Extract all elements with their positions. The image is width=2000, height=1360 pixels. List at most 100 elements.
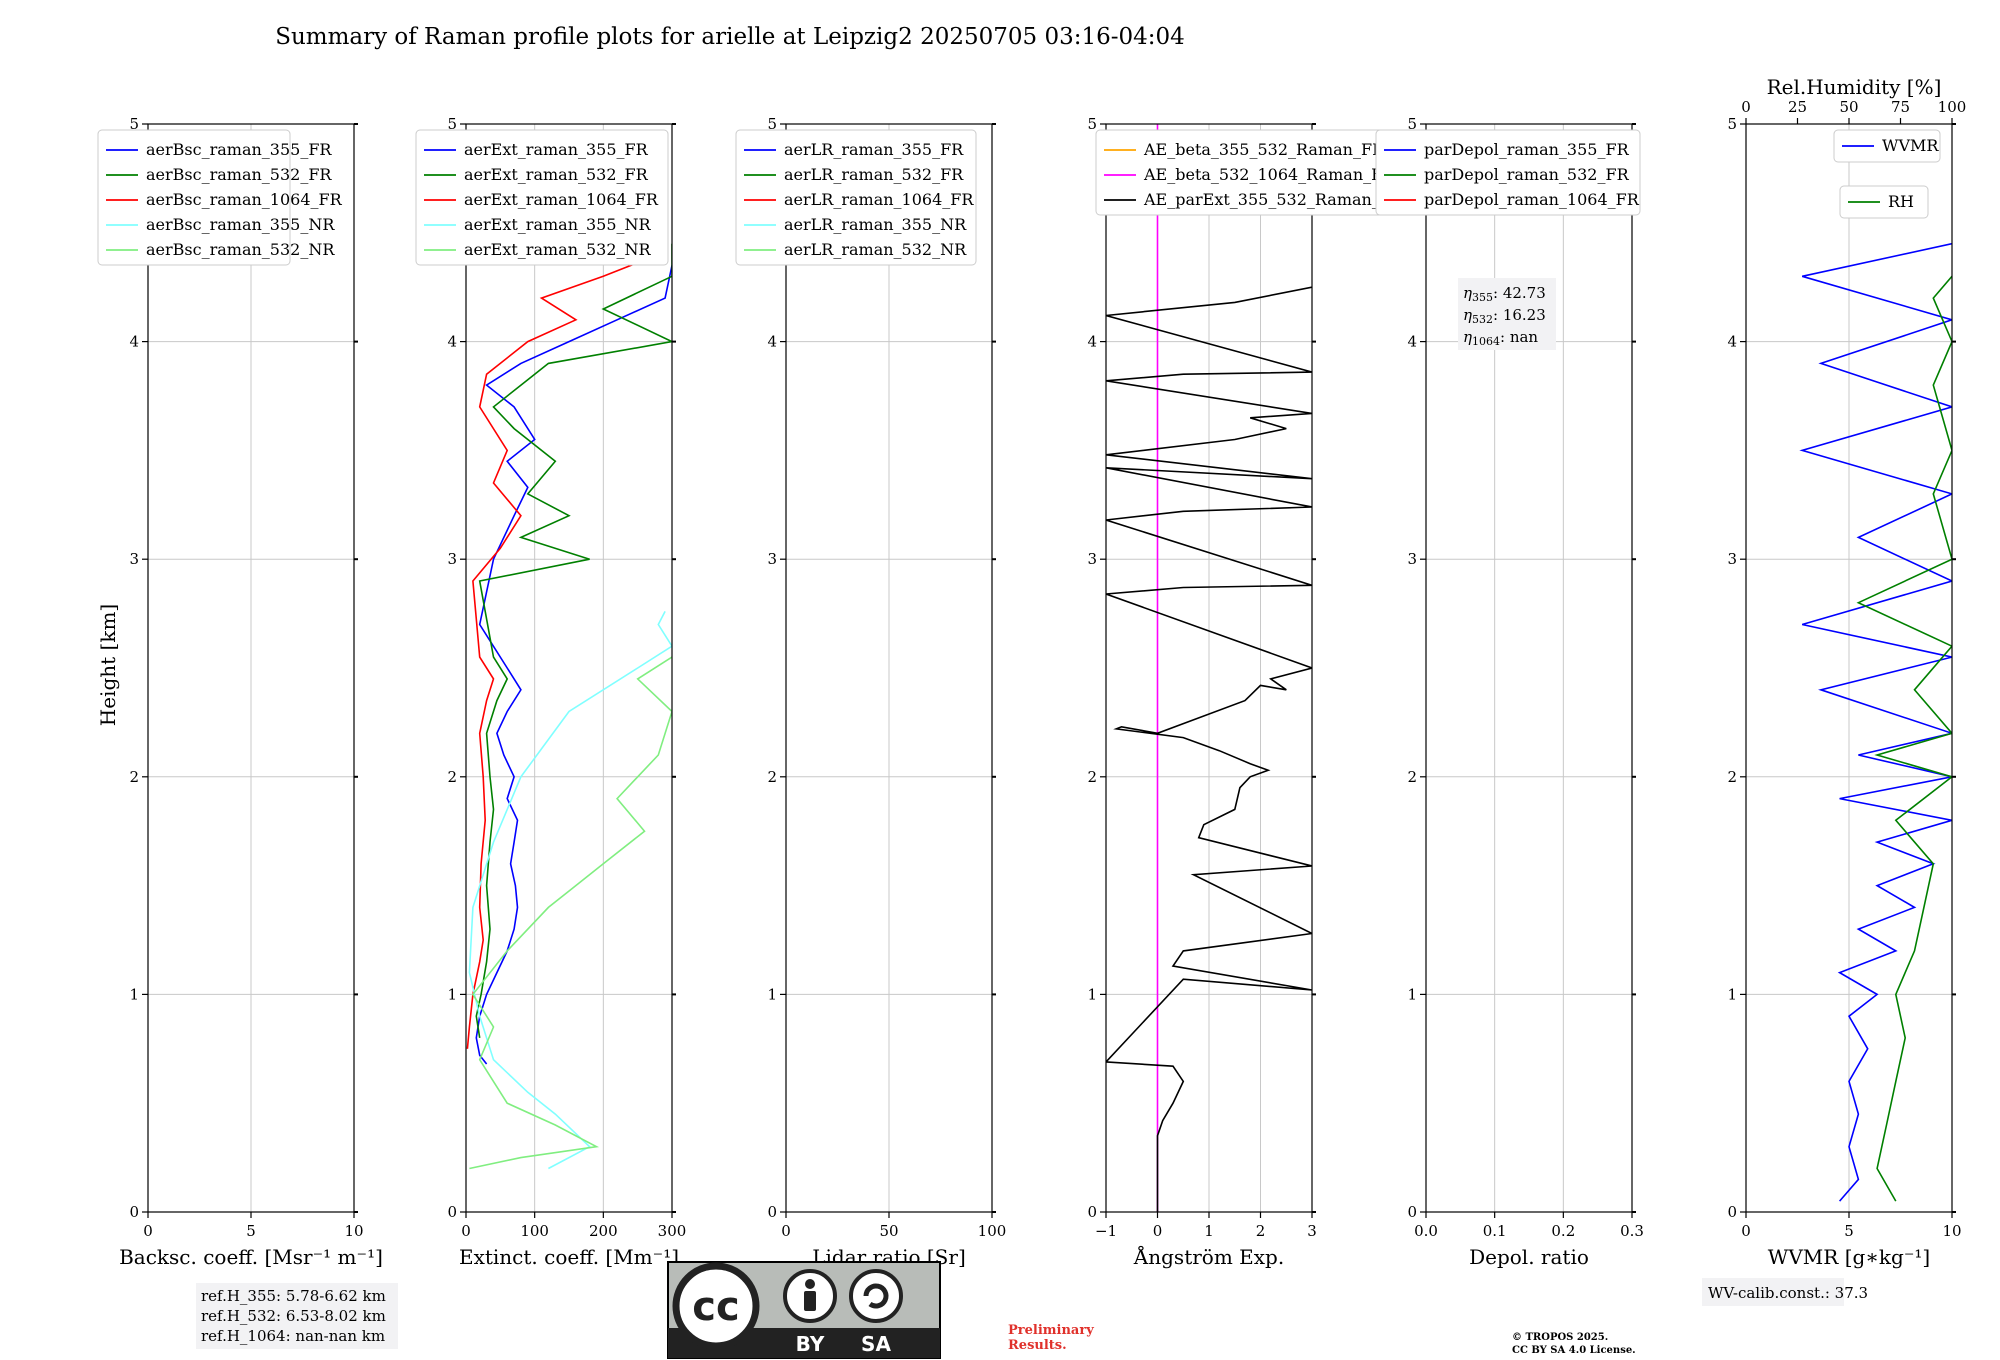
y-axis-label: Height [km] (96, 604, 120, 726)
legend-label: aerLR_raman_1064_FR (784, 190, 974, 209)
legend-box (1375, 129, 1641, 216)
y-tick-label: 2 (129, 768, 139, 786)
y-tick-label: 3 (767, 550, 777, 568)
legend-label: aerBsc_raman_355_NR (146, 215, 335, 234)
x-tick-label: 0 (143, 1222, 153, 1240)
legend: parDepol_raman_355_FR parDepol_raman_532_… (1375, 129, 1641, 216)
y-tick-label: 0 (1087, 1203, 1097, 1221)
y-tick-label: 3 (1407, 550, 1417, 568)
x-axis-label: Ångström Exp. (1133, 1244, 1284, 1269)
legend-label: aerBsc_raman_532_NR (146, 240, 335, 259)
legend-box (97, 129, 291, 266)
y-tick-label: 0 (767, 1203, 777, 1221)
legend-label: parDepol_raman_355_FR (1424, 140, 1630, 159)
by-person-head (805, 1279, 815, 1289)
wv-calib-bg (1702, 1278, 1844, 1306)
legend-box (1839, 185, 1929, 219)
y-tick-label: 4 (1727, 333, 1737, 351)
legend-label: AE_parExt_355_532_Raman_FR (1143, 190, 1404, 209)
cc-text: cc (692, 1284, 739, 1330)
legend-label: aerBsc_raman_355_FR (146, 140, 332, 159)
top-x-tick-label: 0 (1741, 98, 1751, 116)
y-tick-label: 4 (129, 333, 139, 351)
eta-value-355: η355: 42.73 (1463, 284, 1546, 304)
legend-box (415, 129, 669, 266)
y-tick-label: 5 (1727, 115, 1737, 133)
y-tick-label: 2 (767, 768, 777, 786)
eta-value-532: η532: 16.23 (1463, 306, 1546, 326)
figure-title: Summary of Raman profile plots for ariel… (275, 24, 1185, 50)
series-line-wvmr (1799, 242, 1952, 1202)
series-line-aerext-raman-1064-fr (466, 253, 659, 1049)
series-line-aerext-raman-355-nr (468, 611, 672, 1170)
y-tick-label: 1 (1727, 985, 1737, 1003)
legend: aerExt_raman_355_FR aerExt_raman_532_FRae… (415, 129, 669, 266)
x-axis-label: Depol. ratio (1469, 1245, 1589, 1269)
y-tick-label: 0 (129, 1203, 139, 1221)
legend-label: RH (1888, 192, 1914, 211)
x-axis-label: WVMR [g∗kg⁻¹] (1768, 1245, 1930, 1269)
x-tick-label: 3 (1307, 1222, 1317, 1240)
y-tick-label: 3 (129, 550, 139, 568)
y-tick-label: 4 (447, 333, 457, 351)
legend-label: aerBsc_raman_532_FR (146, 165, 332, 184)
x-tick-label: 5 (1844, 1222, 1854, 1240)
x-tick-label: 10 (1942, 1222, 1961, 1240)
reference-heights-box: ref.H_355: 5.78-6.62 km ref.H_532: 6.53-8… (196, 1283, 398, 1349)
y-tick-label: 1 (767, 985, 777, 1003)
legend-label: AE_beta_532_1064_Raman_FR (1143, 165, 1395, 184)
eta-subscript: 532 (1472, 313, 1493, 326)
cc-circle-icon (672, 1262, 760, 1350)
x-tick-label: 5 (246, 1222, 256, 1240)
y-tick-label: 4 (1407, 333, 1417, 351)
sa-text: SA (861, 1332, 891, 1356)
ref-height-line: ref.H_355: 5.78-6.62 km (201, 1287, 386, 1305)
by-text: BY (796, 1332, 825, 1356)
x-tick-label: 2 (1256, 1222, 1266, 1240)
y-tick-label: 5 (1407, 115, 1417, 133)
y-tick-label: 3 (1087, 550, 1097, 568)
eta-subscript: 355 (1472, 291, 1493, 304)
sa-share-icon (849, 1269, 903, 1323)
x-tick-label: 0 (1741, 1222, 1751, 1240)
y-tick-label: 1 (129, 985, 139, 1003)
legend: aerBsc_raman_355_FR aerBsc_raman_532_FRae… (97, 129, 343, 266)
copyright-line-1: © TROPOS 2025. (1512, 1332, 1608, 1343)
series-line-aerext-raman-532-fr (475, 243, 672, 1039)
x-tick-label: 100 (520, 1222, 549, 1240)
y-tick-label: 5 (767, 115, 777, 133)
legend-label: aerBsc_raman_1064_FR (146, 190, 343, 209)
y-tick-label: 0 (447, 1203, 457, 1221)
y-tick-label: 1 (1087, 985, 1097, 1003)
eta-symbol: η (1463, 328, 1472, 346)
preliminary-line-1: Preliminary (1008, 1323, 1094, 1338)
eta-symbol: η (1463, 284, 1472, 302)
series-group (1799, 242, 1952, 1202)
x-tick-label: 0.3 (1620, 1222, 1644, 1240)
sa-arrow (863, 1283, 889, 1309)
x-axis-label: Extinct. coeff. [Mm⁻¹] (459, 1245, 679, 1269)
y-tick-label: 2 (1407, 768, 1417, 786)
legend-label: WVMR (1882, 136, 1939, 155)
y-tick-label: 5 (129, 115, 139, 133)
y-tick-label: 3 (1727, 550, 1737, 568)
legend-label: aerExt_raman_532_FR (464, 165, 649, 184)
top-x-tick-label: 50 (1839, 98, 1858, 116)
x-tick-label: 0 (781, 1222, 791, 1240)
y-tick-label: 2 (1727, 768, 1737, 786)
by-person-body (804, 1291, 816, 1311)
legend-label: aerLR_raman_532_FR (784, 165, 964, 184)
eta-box-bg (1458, 278, 1556, 350)
x-axis-label: Backsc. coeff. [Msr⁻¹ m⁻¹] (119, 1245, 383, 1269)
y-tick-label: 5 (447, 115, 457, 133)
copyright-line-2: CC BY SA 4.0 License. (1512, 1345, 1636, 1356)
eta-value: : 42.73 (1493, 284, 1546, 302)
x-tick-label: 0 (461, 1222, 471, 1240)
plot-frame (1425, 123, 1633, 1213)
x-tick-label: 10 (344, 1222, 363, 1240)
